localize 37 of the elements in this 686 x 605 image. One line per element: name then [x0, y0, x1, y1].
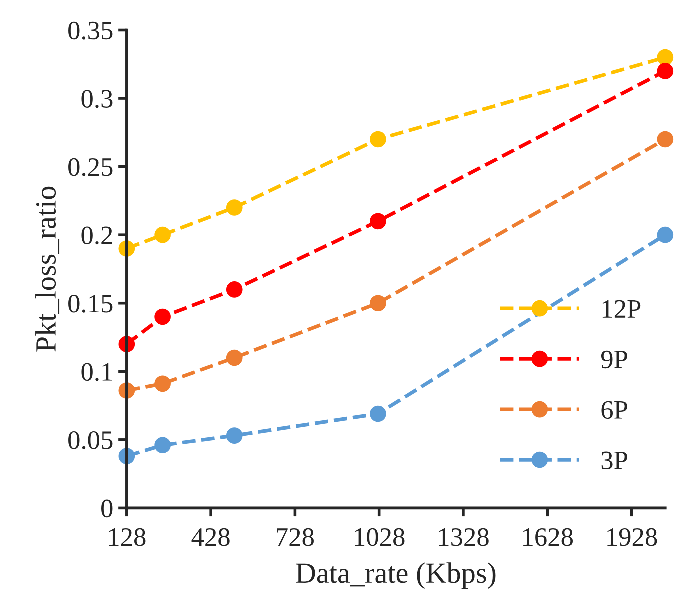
point [154, 437, 171, 454]
legend-label: 12P [602, 300, 641, 318]
point [154, 376, 171, 392]
y-tick-label: 0.3 [82, 90, 113, 108]
y-tick-label: 0.25 [68, 158, 113, 176]
x-axis-title: Data_rate (Kbps) [296, 562, 496, 590]
x-tick-label: 1028 [355, 528, 405, 546]
point [370, 131, 386, 148]
point [657, 49, 674, 66]
y-tick-label: 0.2 [82, 226, 112, 245]
x-tick-label: 1628 [524, 528, 574, 546]
x-tick-label: 428 [192, 528, 230, 546]
point [154, 308, 171, 326]
y-axis-title: Pkt_loss_ratio [36, 186, 60, 352]
y-tick-label: 0.05 [68, 432, 113, 450]
legend-label: 9P [601, 350, 628, 369]
point [657, 63, 674, 80]
point [657, 131, 674, 148]
y-tick-label: 0 [102, 500, 113, 518]
point [370, 213, 386, 230]
legend-label: 6P [602, 401, 628, 420]
x-tick-label: 728 [277, 528, 314, 546]
y-tick-label: 0.1 [82, 363, 112, 382]
y-tick-label: 0.35 [68, 22, 113, 40]
point [226, 428, 243, 444]
x-tick-label: 128 [109, 528, 146, 546]
point [370, 406, 386, 422]
legend-label: 3P [602, 452, 628, 470]
point [226, 200, 243, 216]
point [657, 226, 674, 244]
point [226, 282, 243, 298]
point [370, 295, 386, 312]
x-tick-label: 1328 [439, 528, 489, 546]
y-tick-label: 0.15 [68, 294, 113, 313]
point [154, 226, 171, 244]
point [226, 350, 243, 366]
x-tick-label: 1928 [608, 528, 658, 546]
